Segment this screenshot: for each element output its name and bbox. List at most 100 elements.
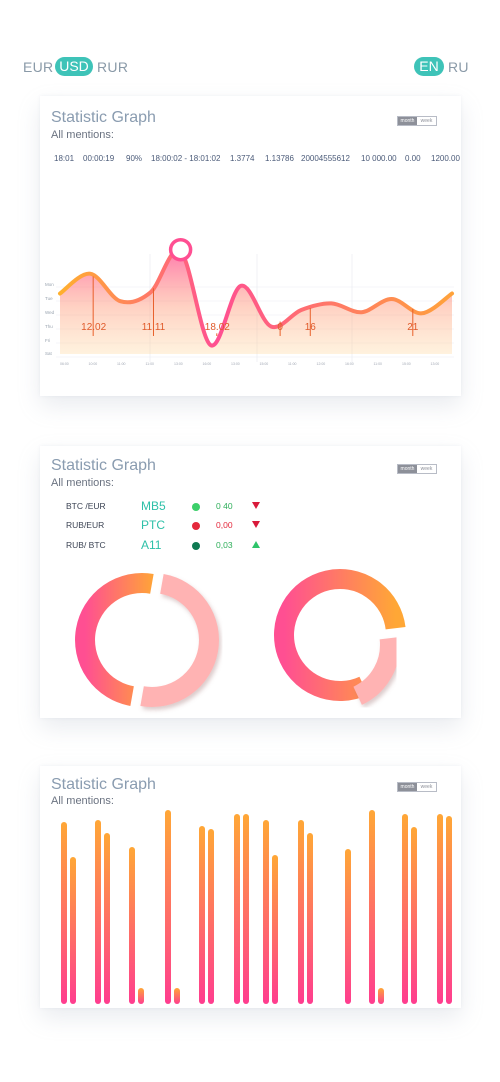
x-tick-label: 16:00	[345, 362, 354, 366]
bar[interactable]	[437, 813, 443, 1004]
toggle-week[interactable]: week	[417, 465, 436, 473]
x-tick-label: 06:00	[60, 362, 69, 366]
card-subtitle: All mentions:	[51, 129, 114, 141]
x-tick-label: 11:00	[117, 362, 126, 366]
highlight-point	[168, 237, 193, 262]
currency-usd[interactable]: USD	[55, 57, 93, 76]
card-subtitle: All mentions:	[51, 477, 114, 489]
currency-rur[interactable]: RUR	[97, 59, 129, 75]
bar[interactable]	[208, 829, 214, 1004]
x-tick-label: 15:00	[259, 362, 269, 366]
donut-segment	[75, 573, 154, 706]
bar[interactable]	[298, 819, 304, 1004]
bar[interactable]	[243, 813, 249, 1004]
bar[interactable]	[234, 813, 240, 1004]
x-tick-label: 11:00	[288, 362, 297, 366]
pair-row[interactable]: RUB/EUR PTC 0,00	[66, 518, 266, 532]
language-en[interactable]: EN	[414, 57, 444, 76]
currency-eur[interactable]: EUR	[23, 59, 54, 75]
bar-chart	[40, 766, 461, 1008]
pair-value: 0,00	[216, 520, 233, 530]
x-tick-label: 15:00	[402, 362, 411, 366]
toggle-month[interactable]: month	[398, 117, 417, 125]
x-tick-label: 13:00	[231, 362, 240, 366]
bar[interactable]	[411, 827, 417, 1004]
period-toggle[interactable]: month week	[397, 782, 437, 792]
peak-label: 16	[304, 322, 316, 333]
status-dot	[192, 522, 200, 530]
stat-value: 18:01	[54, 154, 75, 163]
day-label: Mon	[45, 282, 54, 287]
bar[interactable]	[138, 988, 144, 1004]
area-fill	[60, 250, 452, 354]
trend-down-icon	[252, 502, 260, 509]
bar[interactable]	[129, 846, 135, 1004]
toggle-week[interactable]: week	[417, 117, 436, 125]
bar[interactable]	[165, 810, 171, 1004]
pair-row[interactable]: BTC /EUR MB5 0 40	[66, 499, 266, 513]
stat-value: 1200.00	[431, 154, 460, 163]
language-ru[interactable]: RU	[448, 59, 469, 75]
bar[interactable]	[263, 819, 269, 1004]
x-tick-label: 11:00	[145, 362, 155, 366]
stat-value: 00:00:19	[83, 154, 115, 163]
pair-value: 0 40	[216, 501, 233, 511]
status-dot	[192, 542, 200, 550]
stat-value: 10 000.00	[361, 154, 397, 163]
status-dot	[192, 503, 200, 511]
bar[interactable]	[272, 854, 278, 1004]
stats-row: 18:01 00:00:19 90% 18:00:02 - 18:01:02 1…	[40, 154, 461, 166]
bar[interactable]	[345, 848, 351, 1004]
stat-value: 1.3774	[230, 154, 255, 163]
trend-down-icon	[252, 521, 260, 528]
toggle-month[interactable]: month	[398, 465, 417, 473]
statistic-card-donut: Statistic Graph All mentions: month week…	[40, 446, 461, 718]
peak-label: 18.02	[204, 322, 230, 333]
bar[interactable]	[174, 988, 180, 1004]
stat-value: 0.00	[405, 154, 421, 163]
card-subtitle: All mentions:	[51, 795, 114, 807]
period-toggle[interactable]: month week	[397, 116, 437, 126]
pair-row[interactable]: RUB/ BTC A11 0,03	[66, 538, 266, 552]
day-label: Fri	[45, 338, 51, 343]
stat-value: 18:00:02 - 18:01:02	[151, 154, 221, 163]
day-label: Tue	[45, 296, 53, 301]
pair-value: 0,03	[216, 540, 233, 550]
peak-label: 11.11	[141, 322, 166, 333]
x-tick-label: 12:00	[316, 362, 326, 366]
pair-name: RUB/EUR	[66, 520, 105, 530]
donut-segment	[274, 569, 406, 701]
donut-segment	[353, 636, 400, 705]
statistic-card-area: Statistic Graph All mentions: month week…	[40, 96, 461, 396]
bar[interactable]	[378, 988, 384, 1004]
bar[interactable]	[446, 815, 452, 1004]
bar[interactable]	[199, 825, 205, 1004]
bar[interactable]	[104, 833, 110, 1004]
bar[interactable]	[369, 810, 375, 1004]
statistic-card-bars: Statistic Graph All mentions: month week	[40, 766, 461, 1008]
bar[interactable]	[402, 813, 408, 1004]
area-line	[58, 248, 454, 348]
trend-up-icon	[252, 541, 260, 548]
stat-value: 20004555612	[301, 154, 350, 163]
bar[interactable]	[70, 856, 76, 1004]
card-title: Statistic Graph	[51, 776, 156, 793]
pair-code: A11	[141, 538, 162, 552]
pair-name: RUB/ BTC	[66, 540, 106, 550]
x-tick-label: 13:00	[174, 362, 183, 366]
bar[interactable]	[307, 833, 313, 1004]
stat-value: 1.13786	[265, 154, 294, 163]
toggle-month[interactable]: month	[398, 783, 417, 791]
card-title: Statistic Graph	[51, 457, 156, 474]
peak-label: 0	[277, 322, 283, 333]
toggle-week[interactable]: week	[417, 783, 436, 791]
peak-label: 21	[407, 322, 419, 333]
bar[interactable]	[95, 819, 101, 1004]
donut-segment	[140, 574, 219, 707]
card-title: Statistic Graph	[51, 109, 156, 126]
peak-label: 12.02	[81, 322, 107, 333]
bar[interactable]	[61, 821, 67, 1004]
donut-charts	[75, 569, 406, 707]
day-label: Sat	[45, 351, 52, 356]
period-toggle[interactable]: month week	[397, 464, 437, 474]
